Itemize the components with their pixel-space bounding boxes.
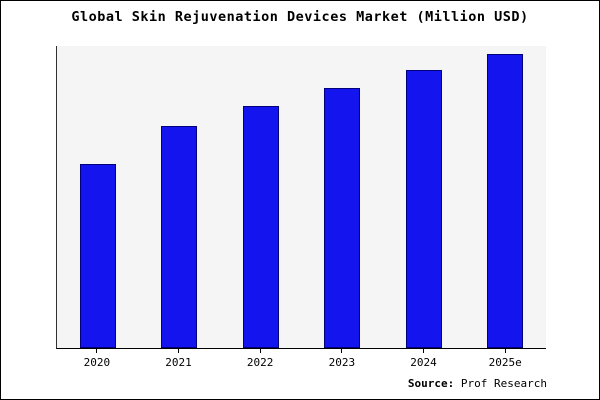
x-tick-label: 2025e [488, 356, 522, 369]
x-axis-labels: 2020 2021 2022 2023 2024 2025e [56, 349, 546, 369]
x-tick-mark [96, 349, 98, 353]
x-tick-label: 2020 [83, 356, 111, 369]
bar-slot-2023 [302, 46, 384, 348]
x-tick-cell-2021: 2021 [138, 349, 220, 369]
bar-2024 [405, 70, 442, 348]
source-label: Source: [407, 377, 455, 390]
x-tick-cell-2022: 2022 [219, 349, 301, 369]
x-tick-cell-2020: 2020 [56, 349, 138, 369]
source-text: Prof Research [454, 377, 547, 390]
bar-slot-2021 [139, 46, 221, 348]
bar-2025e [487, 53, 524, 348]
bar-2020 [79, 163, 116, 348]
x-tick-mark [341, 349, 343, 353]
x-tick-label: 2024 [410, 356, 437, 369]
x-tick-label: 2021 [165, 356, 192, 369]
x-tick-cell-2023: 2023 [301, 349, 383, 369]
x-tick-cell-2025e: 2025e [464, 349, 546, 369]
x-tick-mark [178, 349, 179, 353]
bar-slot-2020 [57, 46, 139, 348]
bar-slot-2022 [220, 46, 302, 348]
bar-2021 [161, 126, 198, 348]
chart-title: Global Skin Rejuvenation Devices Market … [71, 9, 529, 25]
bar-slot-2024 [383, 46, 465, 348]
x-tick-mark [423, 349, 425, 353]
x-tick-label: 2022 [246, 356, 274, 369]
bar-2022 [242, 106, 279, 348]
x-tick-label: 2023 [328, 356, 356, 369]
bar-slot-2025e [465, 46, 547, 348]
x-tick-mark [259, 349, 261, 353]
source-credit: Source: Prof Research [408, 377, 547, 390]
x-tick-mark [504, 349, 506, 353]
bars-container [57, 46, 546, 348]
x-tick-cell-2024: 2024 [383, 349, 465, 369]
plot-area [56, 46, 546, 349]
bar-2023 [324, 88, 361, 348]
